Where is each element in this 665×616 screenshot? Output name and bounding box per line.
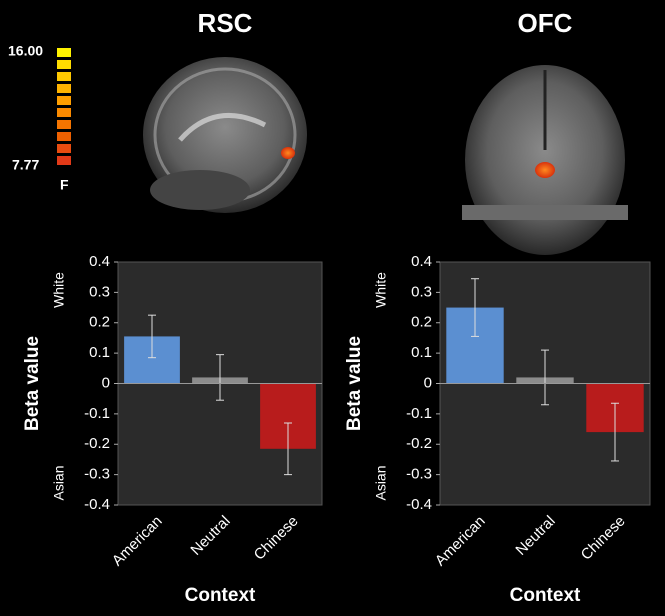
y-tick-label: -0.4 (84, 496, 110, 513)
y-tick-label: 0.3 (411, 283, 432, 300)
y-tick-label: 0.3 (89, 283, 110, 300)
top-label: White (373, 272, 389, 308)
y-tick-label: 0.4 (89, 253, 110, 270)
x-axis-label: Context (185, 585, 256, 606)
colorbar-min: 7.77 (12, 157, 39, 173)
ofc-brain-image (462, 62, 628, 255)
y-tick-label: -0.1 (84, 405, 110, 422)
y-tick-label: 0 (424, 374, 432, 391)
bottom-label: Asian (373, 465, 389, 500)
y-tick-label: 0.2 (89, 314, 110, 331)
y-tick-label: -0.2 (406, 435, 432, 452)
y-tick-label: -0.2 (84, 435, 110, 452)
bottom-label: Asian (51, 465, 67, 500)
y-tick-label: -0.4 (406, 496, 432, 513)
colorbar-unit: F (60, 177, 69, 193)
y-tick-label: 0 (102, 374, 110, 391)
rsc-brain-image (138, 45, 307, 228)
y-tick-label: -0.3 (84, 466, 110, 483)
chart-title: RSC (198, 8, 253, 38)
y-axis-label: Beta value (344, 336, 365, 431)
y-tick-label: 0.4 (411, 253, 432, 270)
y-tick-label: 0.1 (411, 344, 432, 361)
y-tick-label: 0.1 (89, 344, 110, 361)
y-tick-label: -0.3 (406, 466, 432, 483)
x-axis-label: Context (510, 585, 581, 606)
y-axis-label: Beta value (22, 336, 43, 431)
colorbar-max: 16.00 (8, 43, 43, 59)
y-tick-label: 0.2 (411, 314, 432, 331)
top-label: White (51, 272, 67, 308)
chart-title: OFC (518, 8, 573, 38)
y-tick-label: -0.1 (406, 405, 432, 422)
color-bar (57, 48, 71, 165)
